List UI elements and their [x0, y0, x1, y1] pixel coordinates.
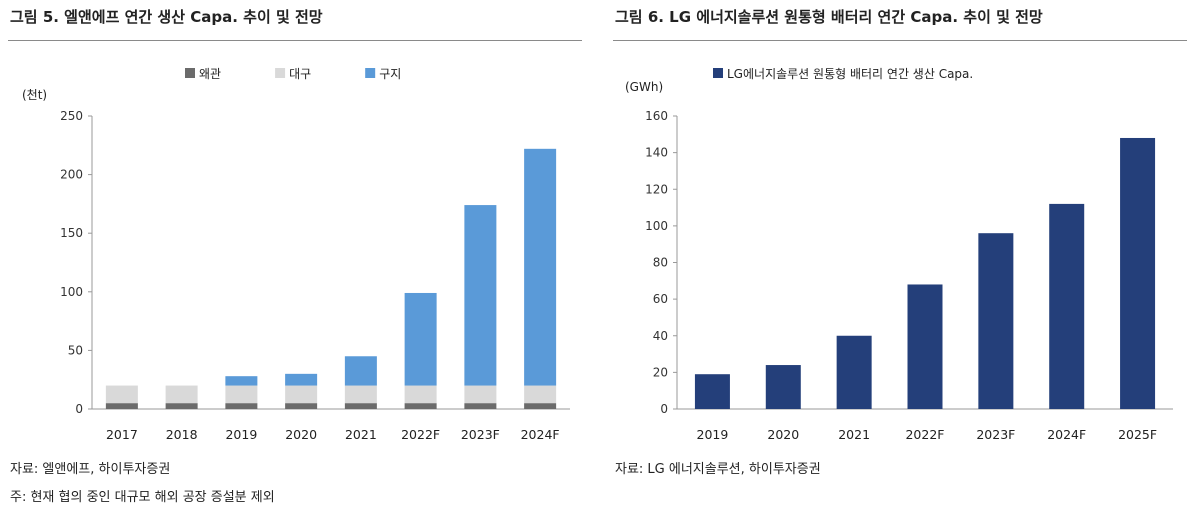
legend-label: 구지: [379, 67, 401, 81]
legend-swatch: [365, 68, 376, 78]
chart-title: 그림 6. LG 에너지솔루션 원통형 배터리 연간 Capa. 추이 및 전망: [615, 8, 1043, 26]
x-tick-label: 2022F: [401, 427, 440, 442]
x-tick-label: 2024F: [521, 427, 560, 442]
bar-segment: [978, 233, 1014, 409]
x-tick-label: 2020: [285, 427, 317, 442]
legend-label: 왜관: [199, 67, 221, 81]
bar-segment: [694, 374, 730, 409]
bar-segment: [344, 356, 377, 386]
chart-panel-left: 그림 5. 엘앤에프 연간 생산 Capa. 추이 및 전망 (천t) 0 50 1…: [0, 0, 590, 527]
y-tick-label: 160: [645, 109, 668, 123]
legend-label: LG에너지솔루션 원통형 배터리 연간 생산 Capa.: [727, 67, 973, 81]
x-tick-label: 2022F: [905, 427, 944, 442]
y-tick-label: 100: [645, 219, 668, 233]
bar-segment: [524, 148, 557, 386]
source-note: 자료: 엘앤에프, 하이투자증권: [10, 462, 171, 477]
y-tick-label: 80: [653, 256, 668, 270]
stacked-bar-chart: 0 50 100 150 200 250 2017 2018 2019 2020 2021 2022F…: [60, 67, 570, 442]
y-tick-label: 200: [60, 168, 83, 182]
chart-panel-right: 그림 6. LG 에너지솔루션 원통형 배터리 연간 Capa. 추이 및 전망…: [605, 0, 1195, 527]
bar-segment: [464, 403, 497, 409]
bar-segment: [765, 365, 801, 409]
x-tick-label: 2019: [225, 427, 257, 442]
bar-segment: [344, 403, 377, 409]
bar-segment: [1120, 137, 1156, 409]
bar-segment: [907, 284, 943, 409]
bar-segment: [1049, 203, 1085, 409]
bar-segment: [225, 385, 258, 404]
y-axis-unit: (GWh): [625, 80, 664, 94]
x-tick-label: 2021: [345, 427, 377, 442]
bar-segment: [285, 373, 318, 386]
y-tick-label: 140: [645, 146, 668, 160]
title-divider: [613, 40, 1187, 41]
footnote: 주: 현재 협의 중인 대규모 해외 공장 증설분 제외: [10, 490, 275, 505]
title-divider: [8, 40, 582, 41]
bar-segment: [464, 385, 497, 404]
bar-segment: [105, 385, 138, 404]
bar-segment: [165, 403, 198, 409]
bar-segment: [836, 335, 872, 409]
x-tick-label: 2018: [166, 427, 198, 442]
legend-label: 대구: [289, 67, 311, 81]
bar-segment: [225, 403, 258, 409]
bar-segment: [524, 385, 557, 404]
bar-segment: [404, 403, 437, 409]
bar-chart: 0 20 40 60 80 100 120 140 160 2019 2020 2021 2022F 20…: [645, 67, 1173, 442]
bar-segment: [524, 403, 557, 409]
bar-segment: [344, 385, 377, 404]
y-tick-label: 50: [68, 343, 83, 357]
bar-segment: [105, 403, 138, 409]
y-tick-label: 100: [60, 285, 83, 299]
y-tick-label: 0: [660, 402, 668, 416]
chart-title: 그림 5. 엘앤에프 연간 생산 Capa. 추이 및 전망: [10, 8, 323, 26]
legend-swatch: [275, 68, 286, 78]
bar-segment: [285, 385, 318, 404]
x-tick-label: 2023F: [461, 427, 500, 442]
y-tick-label: 60: [653, 292, 668, 306]
y-tick-label: 40: [653, 329, 668, 343]
x-tick-label: 2021: [838, 427, 870, 442]
x-tick-label: 2019: [697, 427, 729, 442]
bar-segment: [285, 403, 318, 409]
x-tick-label: 2017: [106, 427, 138, 442]
x-tick-label: 2023F: [976, 427, 1015, 442]
y-tick-label: 0: [75, 402, 83, 416]
bar-segment: [225, 376, 258, 386]
x-tick-label: 2025F: [1118, 427, 1157, 442]
y-tick-label: 20: [653, 365, 668, 379]
legend-swatch: [185, 68, 195, 78]
x-tick-label: 2024F: [1047, 427, 1086, 442]
y-tick-label: 250: [60, 109, 83, 123]
y-axis-unit: (천t): [22, 88, 48, 102]
legend-swatch: [713, 68, 723, 78]
y-tick-label: 150: [60, 226, 83, 240]
bar-segment: [404, 385, 437, 404]
bar-segment: [404, 292, 437, 386]
source-note: 자료: LG 에너지솔루션, 하이투자증권: [615, 462, 821, 477]
y-tick-label: 120: [645, 182, 668, 196]
bar-segment: [464, 205, 497, 386]
x-tick-label: 2020: [767, 427, 799, 442]
bar-segment: [165, 385, 198, 404]
